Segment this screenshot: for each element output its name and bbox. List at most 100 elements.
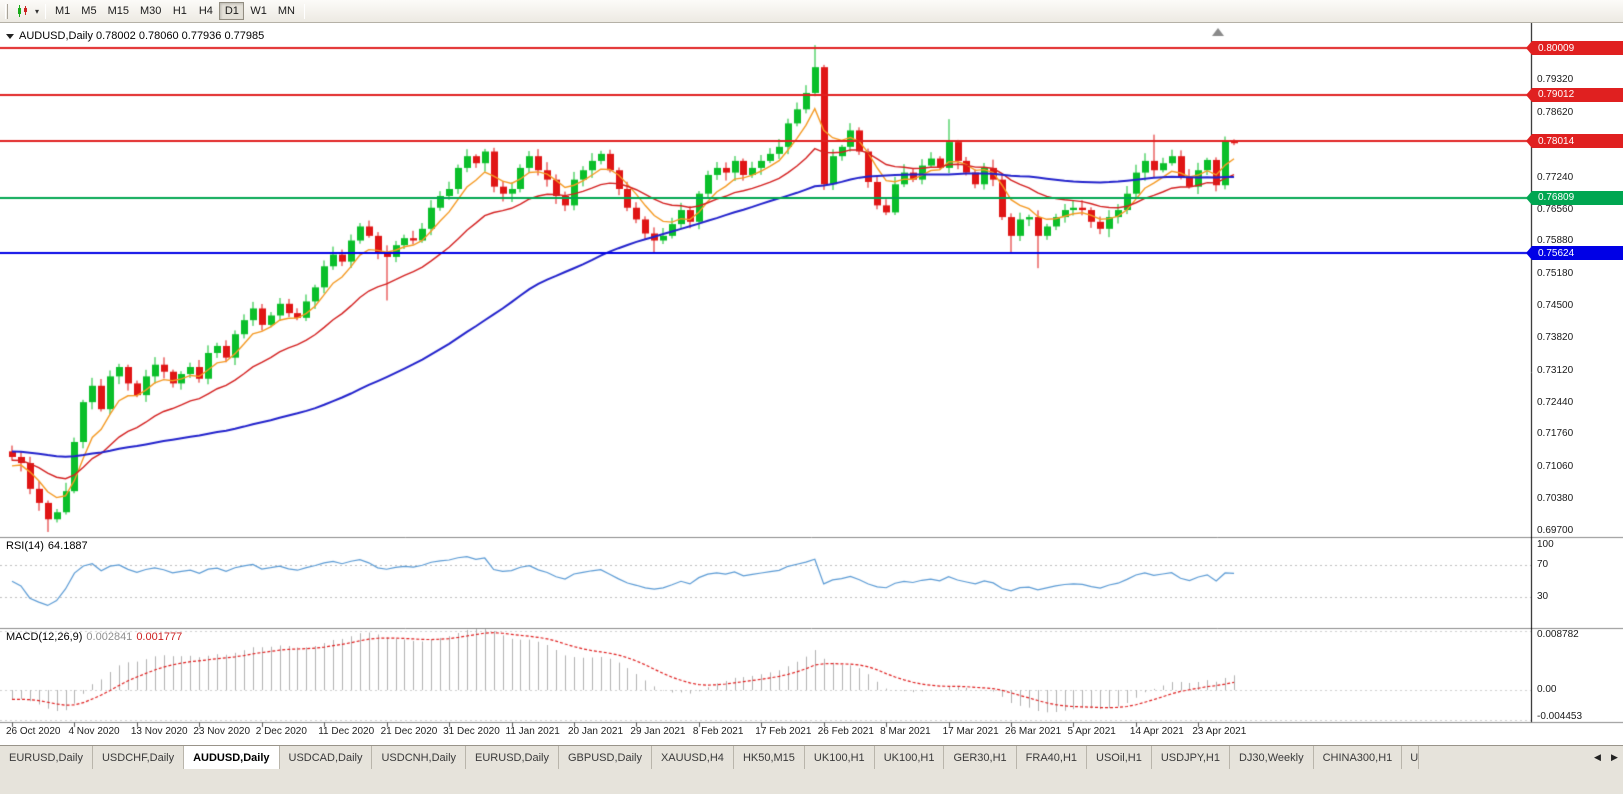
bottom-strip bbox=[0, 769, 1623, 794]
timeframe-button-d1[interactable]: D1 bbox=[219, 2, 245, 20]
symbol-tab-12-fra40-h1[interactable]: FRA40,H1 bbox=[1016, 746, 1088, 769]
date-axis-label: 14 Apr 2021 bbox=[1129, 726, 1184, 737]
timeframe-button-mn[interactable]: MN bbox=[277, 5, 295, 17]
symbol-tab-bar: EURUSD,Daily USDCHF,Daily AUDUSD,Daily USDC… bbox=[0, 745, 1623, 769]
price-chart-canvas[interactable] bbox=[0, 23, 1623, 745]
chart-context-icon[interactable] bbox=[6, 33, 14, 39]
chart-ohlc-title: AUDUSD,Daily 0.78002 0.78060 0.77936 0.7… bbox=[6, 30, 264, 42]
price-axis-label: 0.79320 bbox=[1537, 74, 1574, 86]
badge-price-text: 0.78014 bbox=[1538, 135, 1575, 147]
symbol-tab-4-usdcnh-daily[interactable]: USDCNH,Daily bbox=[372, 746, 467, 769]
price-axis-label: 0.73820 bbox=[1537, 331, 1574, 343]
candlestick-chart-icon bbox=[18, 5, 27, 17]
chart-title-text: AUDUSD,Daily 0.78002 0.78060 0.77936 0.7… bbox=[19, 30, 265, 42]
timeframe-button-h4[interactable]: H4 bbox=[198, 5, 213, 17]
date-axis-label: 8 Mar 2021 bbox=[880, 726, 931, 737]
date-axis-label: 2 Dec 2020 bbox=[255, 726, 307, 737]
timeframe-button-m15[interactable]: M15 bbox=[107, 5, 129, 17]
timeframe-button-h1[interactable]: H1 bbox=[172, 5, 187, 17]
date-axis-label: 11 Jan 2021 bbox=[505, 726, 560, 737]
macd-value: 0.002841 bbox=[86, 631, 133, 643]
price-axis-label: 0.70380 bbox=[1537, 493, 1574, 505]
date-axis-label: 31 Dec 2020 bbox=[443, 726, 500, 737]
price-axis-label: 0.69700 bbox=[1537, 525, 1574, 536]
price-line-badge-0.79012[interactable]: 0.79012 bbox=[1526, 87, 1623, 102]
price-axis-label: 0.77240 bbox=[1537, 171, 1574, 183]
badge-arrow-icon bbox=[1526, 87, 1532, 102]
badge-price-text: 0.80009 bbox=[1538, 42, 1575, 54]
macd-name: MACD(12,26,9) bbox=[6, 631, 83, 643]
symbol-tab-3-usdcad-daily[interactable]: USDCAD,Daily bbox=[279, 746, 373, 769]
price-axis-label: 0.76560 bbox=[1537, 203, 1574, 215]
price-line-badge-0.75624[interactable]: 0.75624 bbox=[1526, 246, 1623, 261]
symbol-tab-6-gbpusd-daily[interactable]: GBPUSD,Daily bbox=[559, 746, 652, 769]
symbol-tab-16-china300-h1[interactable]: CHINA300,H1 bbox=[1313, 746, 1403, 769]
timeframe-buttons-group: M1 M5 M15 M30 H1 H4 D1 W1 MN bbox=[50, 2, 300, 20]
rsi-indicator-label: RSI(14) 64.1887 bbox=[6, 540, 92, 552]
date-axis-label: 21 Dec 2020 bbox=[380, 726, 438, 737]
date-axis-label: 23 Nov 2020 bbox=[193, 726, 251, 737]
price-axis-label: 0.75180 bbox=[1537, 268, 1574, 280]
date-axis-label: 26 Mar 2021 bbox=[1005, 726, 1062, 737]
symbol-tab-2-audusd-daily[interactable]: AUDUSD,Daily bbox=[184, 746, 280, 769]
date-axis-label: 20 Jan 2021 bbox=[567, 726, 624, 737]
price-axis-label: 0.78620 bbox=[1537, 107, 1574, 119]
tab-scroll-right-button[interactable]: ▶ bbox=[1611, 752, 1618, 762]
rsi-axis-label: 30 bbox=[1537, 591, 1549, 602]
symbol-tab-14-usdjpy-h1[interactable]: USDJPY,H1 bbox=[1151, 746, 1230, 769]
toolbar-drag-handle[interactable] bbox=[5, 3, 8, 19]
macd-axis-label: 0.00 bbox=[1537, 684, 1557, 696]
badge-arrow-icon bbox=[1526, 246, 1532, 261]
timeframe-toolbar: ▾ M1 M5 M15 M30 H1 H4 D1 W1 MN bbox=[0, 0, 1623, 23]
toolbar-separator-2 bbox=[304, 3, 305, 19]
tabs-container: EURUSD,Daily USDCHF,Daily AUDUSD,Daily USDC… bbox=[0, 746, 1403, 769]
symbol-tab-8-hk50-m15[interactable]: HK50,M15 bbox=[733, 746, 805, 769]
price-axis-label: 0.75880 bbox=[1537, 235, 1574, 247]
price-line-badge-0.76809[interactable]: 0.76809 bbox=[1526, 190, 1623, 205]
symbol-tab-9-uk100-h1[interactable]: UK100,H1 bbox=[804, 746, 875, 769]
price-axis-label: 0.73120 bbox=[1537, 364, 1574, 376]
date-axis-label: 4 Nov 2020 bbox=[68, 726, 120, 737]
symbol-tab-5-eurusd-daily[interactable]: EURUSD,Daily bbox=[466, 746, 559, 769]
date-axis-label: 17 Mar 2021 bbox=[942, 726, 999, 737]
badge-arrow-icon bbox=[1526, 134, 1532, 149]
rsi-axis-label: 70 bbox=[1537, 559, 1549, 570]
timeframe-button-m1[interactable]: M1 bbox=[55, 5, 71, 17]
badge-price-text: 0.75624 bbox=[1538, 247, 1575, 259]
price-axis-label: 0.71060 bbox=[1537, 461, 1574, 473]
timeframe-button-m5[interactable]: M5 bbox=[81, 5, 97, 17]
chart-region: AUDUSD,Daily 0.78002 0.78060 0.77936 0.7… bbox=[0, 23, 1623, 745]
price-line-badge-0.80009[interactable]: 0.80009 bbox=[1526, 41, 1623, 56]
badge-arrow-icon bbox=[1526, 190, 1532, 205]
date-axis-label: 29 Jan 2021 bbox=[630, 726, 686, 737]
price-axis-label: 0.72440 bbox=[1537, 396, 1574, 408]
macd-axis-label: 0.008782 bbox=[1537, 629, 1579, 640]
date-axis-label: 26 Feb 2021 bbox=[817, 726, 874, 737]
rsi-name: RSI(14) bbox=[6, 540, 44, 552]
price-axis-label: 0.74500 bbox=[1537, 300, 1574, 312]
symbol-tab-13-usoil-h1[interactable]: USOil,H1 bbox=[1087, 746, 1152, 769]
toolbar-separator bbox=[45, 3, 47, 19]
date-axis-label: 5 Apr 2021 bbox=[1067, 726, 1116, 737]
timeframe-button-w1[interactable]: W1 bbox=[250, 5, 267, 17]
price-axis-label: 0.71760 bbox=[1537, 428, 1574, 440]
symbol-tab-15-dj30-weekly[interactable]: DJ30,Weekly bbox=[1229, 746, 1314, 769]
badge-arrow-icon bbox=[1526, 41, 1532, 56]
symbol-tab-clipped[interactable]: U bbox=[1402, 746, 1420, 769]
symbol-tab-7-xauusd-h4[interactable]: XAUUSD,H4 bbox=[651, 746, 734, 769]
tab-spacer bbox=[1419, 746, 1589, 769]
symbol-tab-11-ger30-h1[interactable]: GER30,H1 bbox=[944, 746, 1017, 769]
chart-type-dropdown-caret[interactable]: ▾ bbox=[35, 6, 40, 16]
tab-scroll-left-button[interactable]: ◀ bbox=[1594, 752, 1601, 762]
symbol-tab-10-uk100-h1[interactable]: UK100,H1 bbox=[874, 746, 945, 769]
chart-type-button[interactable] bbox=[13, 2, 33, 20]
macd-axis-label: -0.004453 bbox=[1537, 711, 1583, 722]
date-axis-label: 13 Nov 2020 bbox=[130, 726, 188, 737]
symbol-tab-1-usdchf-daily[interactable]: USDCHF,Daily bbox=[92, 746, 185, 769]
date-axis-label: 11 Dec 2020 bbox=[318, 726, 375, 737]
symbol-tab-0-eurusd-daily[interactable]: EURUSD,Daily bbox=[0, 746, 93, 769]
macd-indicator-label: MACD(12,26,9) 0.002841 0.001777 bbox=[6, 631, 186, 643]
timeframe-button-m30[interactable]: M30 bbox=[139, 5, 162, 17]
macd-signal-value: 0.001777 bbox=[136, 631, 183, 643]
price-line-badge-0.78014[interactable]: 0.78014 bbox=[1526, 134, 1623, 149]
